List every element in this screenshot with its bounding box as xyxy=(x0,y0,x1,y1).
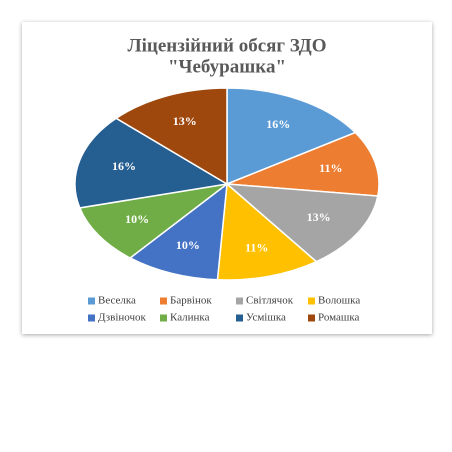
legend-swatch xyxy=(88,297,95,305)
legend-swatch xyxy=(160,297,167,305)
value-label: 10% xyxy=(125,212,149,226)
value-label: 16% xyxy=(266,117,290,131)
value-label: 13% xyxy=(173,114,197,128)
legend-label: Усмішка xyxy=(246,312,286,324)
legend-swatch xyxy=(88,314,95,322)
legend-swatch xyxy=(160,314,167,322)
legend-label: Калинка xyxy=(170,312,210,324)
legend-label: Ромашка xyxy=(318,312,360,324)
value-label: 11% xyxy=(245,240,268,254)
legend-label: Барвінок xyxy=(170,295,212,307)
pie-slice xyxy=(128,182,228,281)
legend-swatch xyxy=(236,297,243,305)
value-label: 10% xyxy=(176,238,200,252)
legend-swatch xyxy=(308,314,315,322)
legend-label: Веселка xyxy=(98,295,136,307)
pie-slice xyxy=(216,182,318,281)
pie-slice xyxy=(226,87,357,186)
value-label: 11% xyxy=(319,161,342,175)
pie-slice xyxy=(114,87,228,186)
chart-title: Ліцензійний обсяг ЗДО xyxy=(127,35,326,56)
chart-title: "Чебурашка" xyxy=(168,56,286,77)
pie-slice xyxy=(74,117,230,209)
legend-label: Волошка xyxy=(318,295,360,307)
value-label: 13% xyxy=(307,210,331,224)
value-label: 16% xyxy=(112,159,136,173)
legend-swatch xyxy=(308,297,315,305)
legend-label: Світлячок xyxy=(246,295,294,307)
legend-swatch xyxy=(236,314,243,322)
pie-slice xyxy=(224,183,379,263)
legend-label: Дзвіночок xyxy=(98,312,147,324)
pie-slice xyxy=(226,131,380,197)
